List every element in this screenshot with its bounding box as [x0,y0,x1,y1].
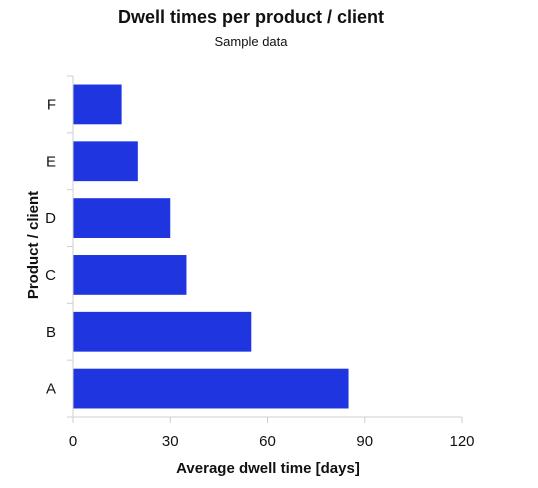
chart-subtitle: Sample data [214,34,288,49]
bar-a [73,368,349,409]
x-tick-label: 120 [449,433,474,450]
bars-group [73,84,349,409]
bar-f [73,84,122,125]
y-tick-label: F [47,96,56,113]
ticks-group: A B C D E F 0 30 60 90 120 [45,96,474,450]
x-tick-label: 0 [69,433,77,450]
axes-group [67,75,463,423]
chart-title: Dwell times per product / client [117,7,385,27]
y-tick-label: C [45,267,56,284]
y-axis-title: Product / client [25,191,42,299]
bar-e [73,141,138,182]
x-tick-label: 30 [162,433,179,450]
x-tick-label: 90 [356,433,373,450]
y-tick-label: B [46,324,56,341]
bar-c [73,255,187,295]
y-tick-label: E [46,153,56,170]
y-tick-label: A [46,381,56,398]
bar-d [73,198,171,238]
x-tick-label: 60 [259,433,276,450]
y-tick-label: D [45,210,56,227]
bar-b [73,311,252,352]
x-axis-title: Average dwell time [days] [176,460,360,477]
